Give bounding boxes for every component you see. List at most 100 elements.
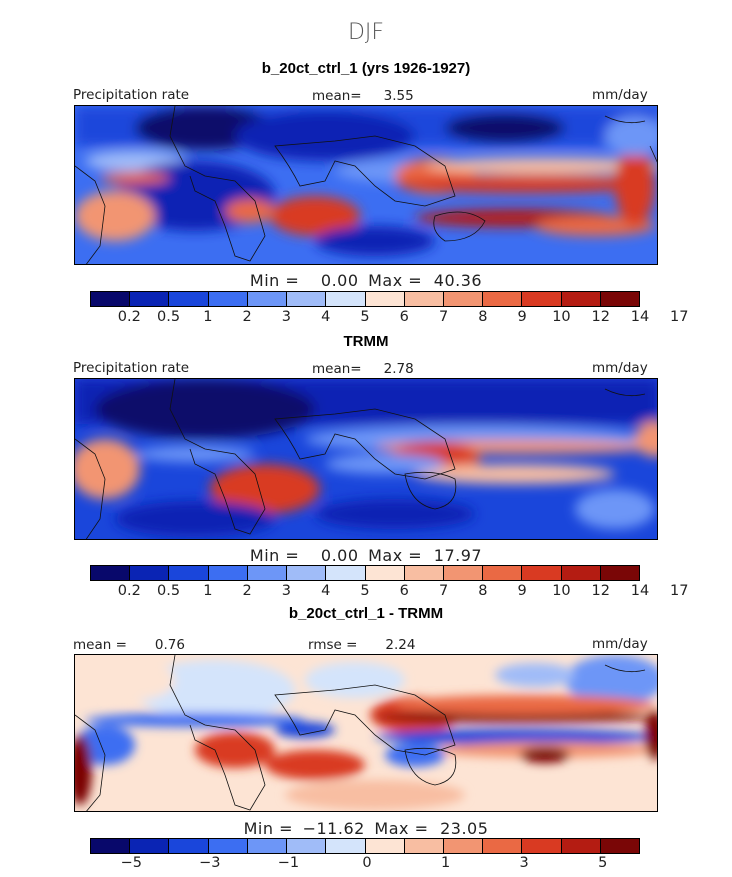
panel1-max-value: 40.36 (433, 271, 483, 290)
colorbar-swatch (600, 839, 640, 853)
panel1-colorbar (90, 291, 640, 307)
colorbar-swatch (404, 566, 444, 580)
colorbar-swatch (483, 292, 523, 306)
colorbar-tick-label: 14 (630, 309, 650, 325)
colorbar-swatch (522, 839, 562, 853)
colorbar-swatch (326, 566, 366, 580)
panel3-rmse-label: rmse = (308, 637, 358, 653)
colorbar-swatch (91, 292, 131, 306)
colorbar-tick-label: 3 (519, 855, 529, 871)
colorbar-tick-label: 2 (242, 309, 252, 325)
panel1-mean-label: mean= (312, 88, 362, 104)
panel3-colorbar (90, 838, 640, 854)
colorbar-tick-label: 3 (281, 583, 292, 599)
colorbar-swatch (91, 566, 131, 580)
panel2-variable-label: Precipitation rate (73, 360, 190, 376)
figure-title: DJF (347, 20, 385, 45)
colorbar-swatch (522, 566, 562, 580)
colorbar-tick-label: −1 (277, 855, 300, 871)
panel1-mean: mean= 3.55 (312, 88, 414, 104)
panel1-min-value: 0.00 (320, 271, 359, 290)
panel3-min-value: −11.62 (302, 819, 365, 838)
panel3-title: b_20ct_ctrl_1 - TRMM (288, 605, 444, 622)
colorbar-swatch (247, 839, 288, 853)
panel3-mean-label: mean = (73, 637, 127, 653)
panel2-colorbar (90, 565, 640, 581)
colorbar-swatch (561, 839, 601, 853)
colorbar-swatch (443, 292, 484, 306)
colorbar-swatch (208, 566, 248, 580)
colorbar-tick-label: 5 (360, 583, 370, 599)
panel1-title: b_20ct_ctrl_1 (yrs 1926-1927) (261, 60, 471, 77)
colorbar-tick-label: 0.5 (157, 309, 181, 325)
colorbar-swatch (287, 292, 327, 306)
colorbar-tick-label: 8 (478, 583, 488, 599)
colorbar-tick-label: 4 (321, 583, 331, 599)
colorbar-swatch (130, 839, 170, 853)
colorbar-tick-label: 17 (670, 583, 689, 599)
colorbar-swatch (91, 839, 131, 853)
panel1-map (74, 105, 658, 265)
colorbar-tick-label: 8 (478, 309, 488, 325)
panel1-max-label: Max = (368, 271, 423, 290)
colorbar-tick-label: 17 (670, 309, 689, 325)
panel3-rmse: rmse = 2.24 (308, 637, 415, 653)
colorbar-swatch (247, 292, 288, 306)
panel2-mean-label: mean= (312, 361, 362, 377)
colorbar-tick-label: 1 (203, 583, 213, 599)
colorbar-tick-label: 9 (517, 583, 527, 599)
colorbar-swatch (522, 292, 562, 306)
colorbar-swatch (169, 839, 209, 853)
colorbar-swatch (287, 839, 327, 853)
colorbar-tick-label: 0.2 (117, 309, 141, 325)
panel3-units: mm/day (592, 636, 648, 652)
colorbar-swatch (365, 839, 405, 853)
colorbar-tick-label: 14 (630, 583, 650, 599)
colorbar-tick-label: 9 (517, 309, 527, 325)
colorbar-tick-label: 12 (591, 309, 610, 325)
colorbar-tick-label: 0.5 (157, 583, 181, 599)
colorbar-swatch (208, 839, 248, 853)
panel1-min-label: Min = (249, 271, 300, 290)
colorbar-tick-label: 4 (321, 309, 331, 325)
colorbar-swatch (561, 566, 601, 580)
colorbar-swatch (365, 292, 405, 306)
colorbar-swatch (287, 566, 327, 580)
colorbar-swatch (247, 566, 288, 580)
panel1-coastlines (75, 106, 657, 264)
panel1-units: mm/day (592, 87, 648, 103)
panel3-map (74, 654, 658, 812)
panel2-minmax: Min = 0.00 Max = 17.97 (0, 546, 732, 565)
panel3-min-label: Min = (243, 819, 293, 838)
colorbar-tick-label: 10 (552, 583, 571, 599)
panel1-mean-value: 3.55 (383, 88, 414, 104)
colorbar-tick-label: 6 (399, 309, 409, 325)
colorbar-tick-label: 2 (242, 583, 252, 599)
panel2-min-value: 0.00 (320, 546, 359, 565)
colorbar-tick-label: 12 (591, 583, 610, 599)
panel3-coastlines (75, 655, 646, 811)
colorbar-tick-label: −3 (199, 855, 221, 871)
colorbar-swatch (404, 839, 444, 853)
colorbar-swatch (326, 839, 366, 853)
colorbar-swatch (443, 566, 484, 580)
colorbar-tick-label: 10 (552, 309, 571, 325)
colorbar-swatch (365, 566, 405, 580)
panel2-map (74, 378, 658, 540)
colorbar-tick-label: −5 (120, 855, 142, 871)
panel3-minmax: Min = −11.62 Max = 23.05 (0, 819, 732, 838)
panel1-minmax: Min = 0.00 Max = 40.36 (0, 271, 732, 290)
panel3-max-value: 23.05 (440, 819, 489, 838)
panel2-field (75, 379, 657, 539)
panel2-units: mm/day (592, 360, 648, 376)
panel2-coastlines (75, 379, 646, 539)
colorbar-swatch (326, 292, 366, 306)
colorbar-swatch (169, 566, 209, 580)
colorbar-tick-label: 0.2 (117, 583, 141, 599)
colorbar-tick-label: 3 (281, 309, 292, 325)
colorbar-tick-label: 6 (399, 583, 409, 599)
panel2-min-label: Min = (249, 546, 300, 565)
panel1-colorbar-labels: 0.2 0.5 1 2 3 4 5 6 7 8 9 10 12 14 17 (0, 309, 732, 327)
panel3-mean: mean = 0.76 (73, 637, 185, 653)
colorbar-tick-label: 1 (203, 309, 213, 325)
